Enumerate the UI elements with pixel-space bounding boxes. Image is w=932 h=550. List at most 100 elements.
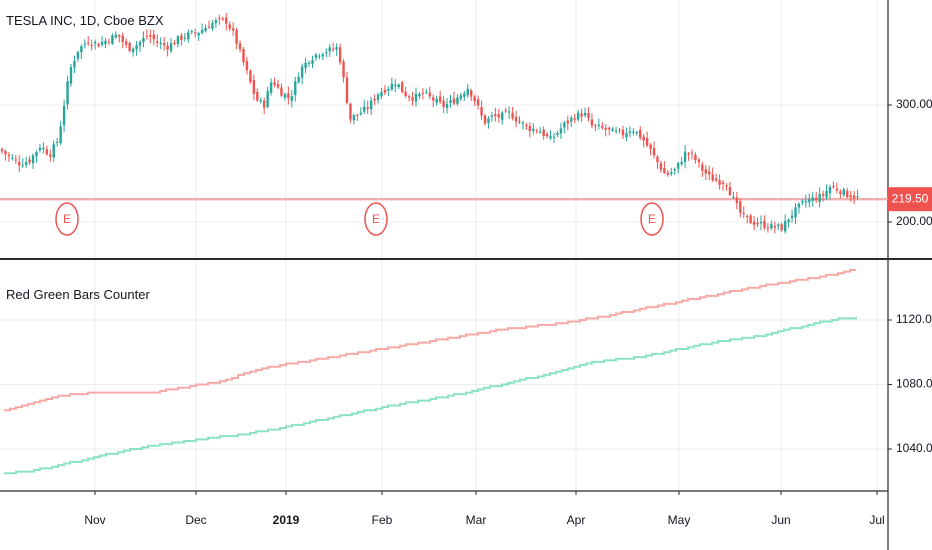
candle-body bbox=[425, 91, 428, 93]
candle-body bbox=[656, 156, 659, 163]
candle-body bbox=[390, 83, 394, 90]
indicator-pane-title: Red Green Bars Counter bbox=[6, 287, 150, 302]
candle-body bbox=[445, 103, 449, 108]
candle-body bbox=[269, 82, 273, 93]
candle-body bbox=[759, 221, 763, 224]
candle-body bbox=[345, 77, 349, 103]
candle-body bbox=[701, 164, 704, 171]
candle-body bbox=[528, 125, 532, 131]
candle-body bbox=[846, 190, 849, 197]
x-tick-label: May bbox=[668, 513, 691, 527]
candle-body bbox=[673, 169, 676, 171]
candle-body bbox=[397, 84, 400, 87]
candle-body bbox=[0, 149, 4, 152]
candle-body bbox=[276, 84, 280, 88]
candle-body bbox=[504, 110, 507, 112]
candle-body bbox=[756, 223, 759, 225]
candle-body bbox=[52, 144, 55, 158]
candle-body bbox=[93, 42, 97, 44]
green-bars-series-line bbox=[4, 316, 857, 475]
candle-body bbox=[766, 227, 770, 229]
candle-body bbox=[259, 99, 262, 102]
candle-body bbox=[176, 36, 180, 44]
candle-body bbox=[532, 128, 535, 131]
candle-body bbox=[690, 152, 694, 154]
candle-body bbox=[773, 226, 776, 228]
candle-body bbox=[314, 54, 318, 58]
candle-body bbox=[708, 171, 711, 175]
candle-body bbox=[735, 197, 739, 203]
candle-body bbox=[152, 34, 155, 40]
candle-body bbox=[442, 100, 445, 108]
candle-body bbox=[794, 207, 797, 218]
earnings-marker-label: E bbox=[648, 212, 656, 226]
candle-body bbox=[777, 224, 780, 227]
candle-body bbox=[83, 43, 86, 45]
candle-body bbox=[214, 20, 218, 24]
candle-body bbox=[38, 147, 42, 151]
candle-body bbox=[494, 114, 497, 117]
candle-body bbox=[645, 138, 649, 146]
candle-body bbox=[449, 100, 452, 103]
candle-body bbox=[549, 136, 552, 139]
candle-body bbox=[476, 99, 480, 106]
candle-body bbox=[763, 220, 766, 228]
candle-body bbox=[804, 200, 808, 203]
candle-body bbox=[35, 151, 38, 157]
candle-body bbox=[263, 100, 266, 108]
candle-body bbox=[625, 133, 628, 138]
candle-body bbox=[335, 47, 338, 50]
candle-body bbox=[283, 94, 287, 98]
candle-body bbox=[401, 82, 404, 93]
candle-body bbox=[842, 189, 845, 195]
candle-body bbox=[325, 52, 328, 54]
candle-body bbox=[104, 40, 107, 45]
candle-body bbox=[321, 54, 325, 57]
candle-body bbox=[28, 159, 31, 163]
candle-body bbox=[4, 151, 7, 155]
candle-body bbox=[635, 132, 638, 134]
candle-body bbox=[559, 128, 563, 134]
candle-body bbox=[194, 32, 197, 34]
candle-body bbox=[421, 92, 425, 94]
x-tick-label: Feb bbox=[372, 513, 393, 527]
candle-body bbox=[852, 195, 856, 199]
candle-body bbox=[166, 45, 169, 50]
candle-body bbox=[373, 98, 376, 101]
candle-body bbox=[11, 157, 14, 159]
candle-body bbox=[728, 187, 732, 195]
candle-body bbox=[801, 201, 804, 203]
candle-body bbox=[187, 32, 190, 40]
candle-body bbox=[14, 159, 17, 161]
candle-body bbox=[428, 92, 431, 97]
candle-body bbox=[463, 93, 466, 97]
candle-body bbox=[518, 121, 521, 123]
candle-body bbox=[732, 196, 735, 198]
earnings-marker[interactable] bbox=[364, 202, 388, 236]
indicator-y-tick-label: 1080.00 bbox=[896, 377, 932, 391]
candle-body bbox=[235, 29, 238, 44]
earnings-marker[interactable] bbox=[640, 202, 664, 236]
candle-body bbox=[359, 112, 362, 115]
candle-body bbox=[90, 44, 93, 46]
candle-body bbox=[218, 18, 221, 20]
candle-body bbox=[670, 172, 673, 174]
candle-body bbox=[366, 107, 369, 109]
candle-body bbox=[118, 35, 121, 37]
current-price-badge bbox=[888, 187, 932, 212]
earnings-marker-label: E bbox=[372, 212, 380, 226]
candle-body bbox=[652, 147, 656, 156]
candle-body bbox=[369, 100, 373, 110]
earnings-marker[interactable] bbox=[55, 202, 79, 236]
candle-body bbox=[466, 88, 469, 96]
candle-body bbox=[169, 43, 173, 52]
candle-body bbox=[363, 106, 366, 112]
candle-body bbox=[511, 112, 514, 119]
x-tick-label: Apr bbox=[567, 513, 586, 527]
candle-body bbox=[297, 77, 300, 83]
candle-body bbox=[639, 129, 642, 138]
candle-body bbox=[418, 93, 421, 97]
candle-body bbox=[714, 178, 718, 181]
